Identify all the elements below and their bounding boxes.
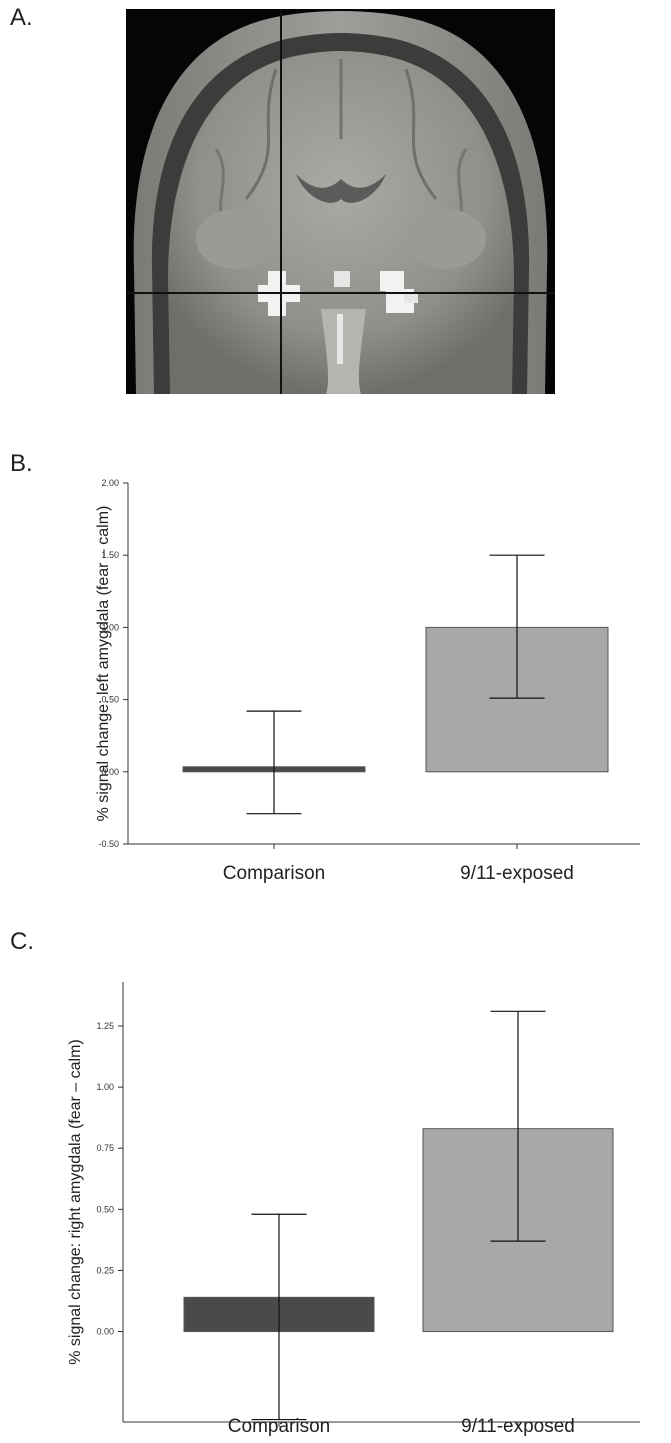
y-tick-label: 2.00 (101, 478, 119, 488)
y-axis-title: % signal change: right amygdala (fear – … (67, 1039, 84, 1365)
y-tick-label: 0.00 (101, 767, 119, 777)
chart-right-amygdala: 0.00 0.25 0.50 0.75 1.00 1.25 Comparison 9/11-e… (67, 982, 640, 1437)
y-axis-title: % signal change: left amygdala (fear – c… (95, 506, 112, 822)
category-label: Comparison (228, 1416, 330, 1437)
y-tick-label: -0.50 (98, 839, 119, 849)
y-tick-label: 0.50 (101, 695, 119, 705)
category-label: 9/11-exposed (460, 863, 574, 884)
category-label: 9/11-exposed (461, 1416, 575, 1437)
panel-a-label: A. (10, 4, 33, 31)
panel-c-label: C. (10, 928, 34, 955)
y-tick-label: 1.00 (96, 1082, 114, 1092)
y-tick-label: 1.25 (96, 1021, 114, 1031)
y-tick-label: 1.50 (101, 550, 119, 560)
panel-b-label: B. (10, 450, 33, 477)
mri-brain-slice (126, 9, 555, 394)
y-tick-label: 0.25 (96, 1265, 114, 1275)
y-tick-label: 0.75 (96, 1143, 114, 1153)
category-label: Comparison (223, 863, 325, 884)
mri-coronal-image (126, 9, 555, 394)
y-tick-label: 0.50 (96, 1204, 114, 1214)
chart-left-amygdala: -0.50 0.00 0.50 1.00 1.50 2.00 Comparison 9/11-… (95, 478, 640, 884)
y-tick-label: 1.00 (101, 622, 119, 632)
y-tick-label: 0.00 (96, 1327, 114, 1337)
